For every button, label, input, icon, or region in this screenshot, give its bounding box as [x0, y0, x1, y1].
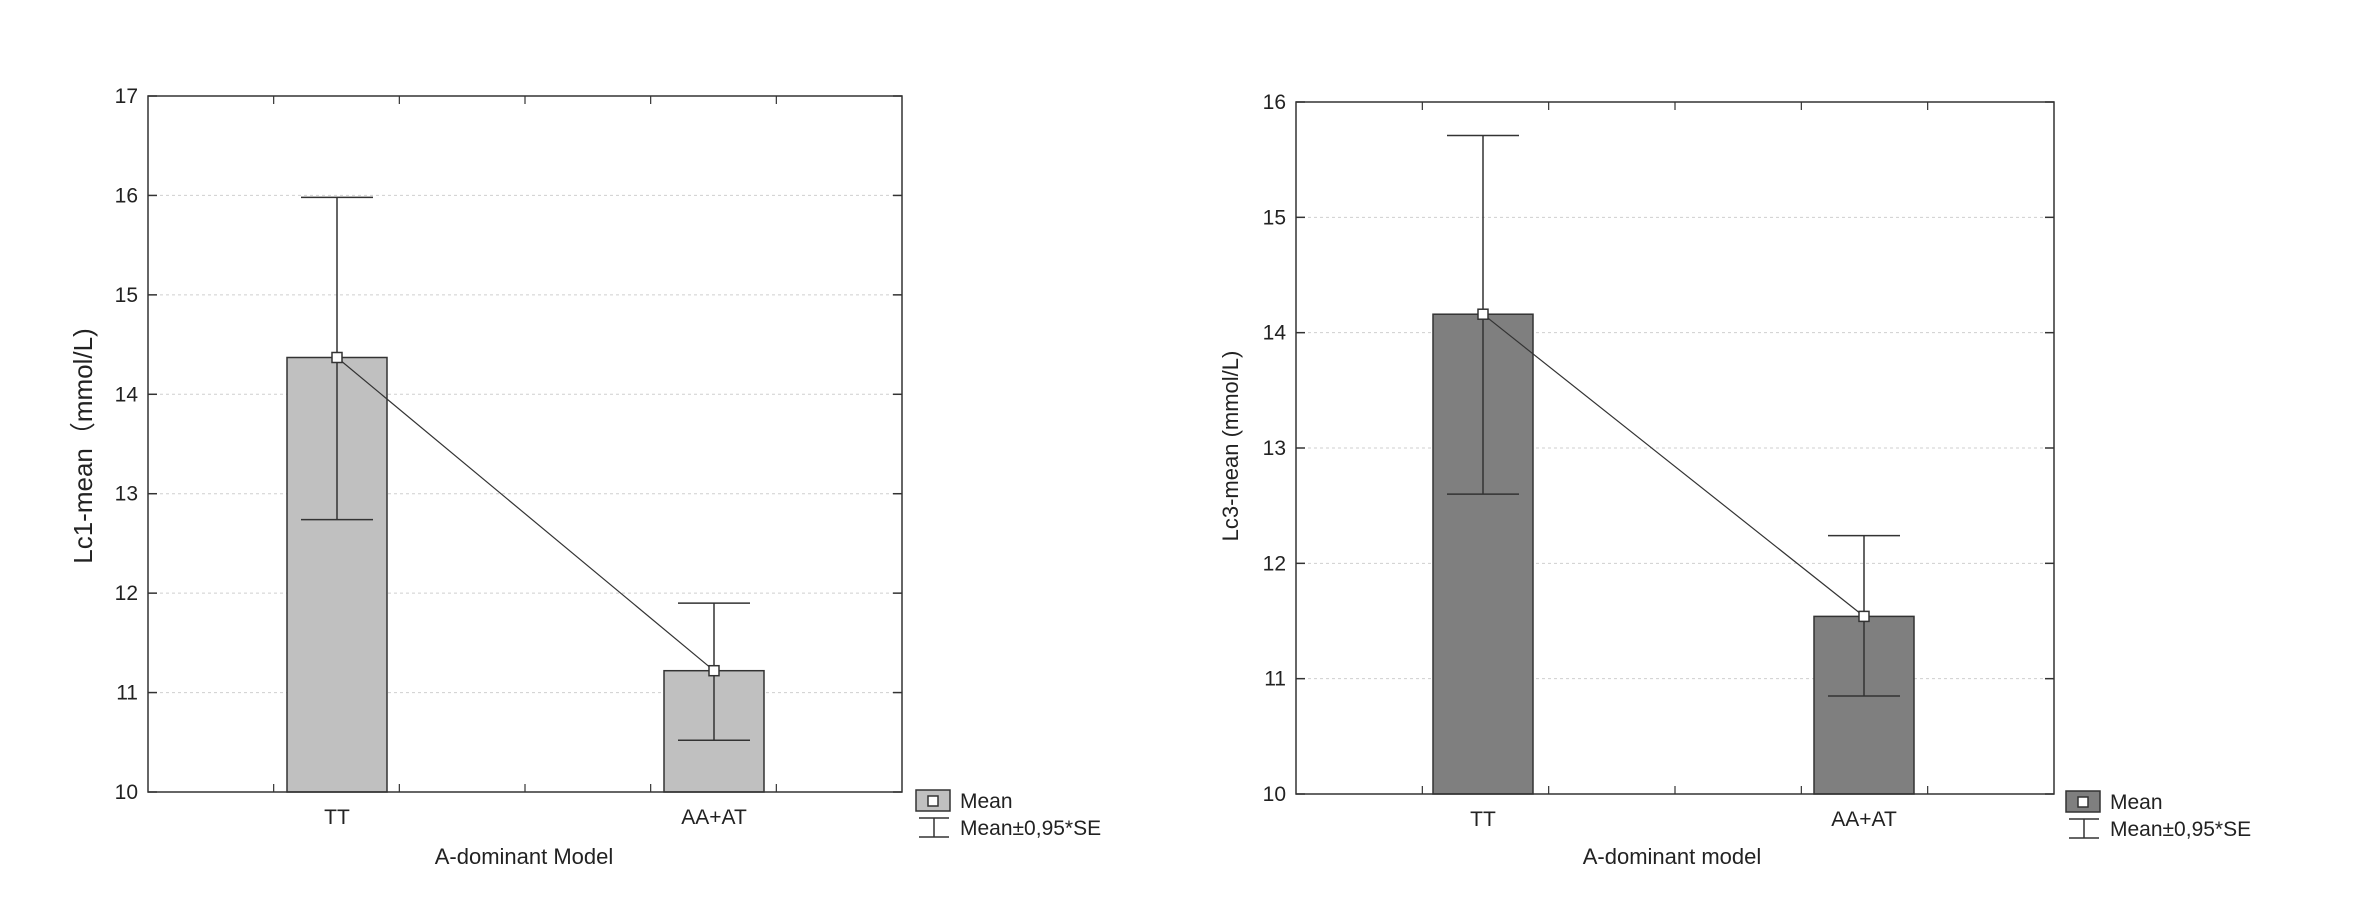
chart1-mean-marker	[708, 664, 720, 677]
chart2-mean-marker	[1858, 610, 1870, 623]
chart1-mean-connector	[336, 357, 715, 672]
chart1-legend-mean-marker	[927, 795, 939, 807]
chart1-legend-error-label: Mean±0,95*SE	[960, 817, 1101, 840]
chart2-legend: Mean Mean±0,95*SE	[2065, 790, 2251, 841]
chart2-x-tick-label: TT	[1470, 808, 1496, 831]
chart2-grid	[1296, 216, 2054, 680]
chart1-y-ticks: 10 11 12 13 14 15 16 17	[115, 85, 902, 804]
chart2-mean-connector	[1482, 313, 1865, 617]
chart2-y-axis-title: Lc3-mean (mmol/L)	[1218, 351, 1243, 542]
chart2-legend-error-label: Mean±0,95*SE	[2110, 818, 2251, 841]
chart-lc3: 10 11 12 13 14 15 16 TT AA+AT Lc3-mean (mmol/L)…	[1218, 91, 2251, 869]
chart1-y-tick-label: 10	[115, 781, 138, 804]
chart1-mean-marker	[331, 351, 343, 364]
chart1-x-tick-label: AA+AT	[681, 806, 747, 829]
chart1-y-tick-label: 12	[115, 582, 138, 605]
chart1-x-axis-title: A-dominant Model	[435, 844, 614, 869]
chart1-x-ticks: TT AA+AT	[324, 806, 747, 829]
chart1-y-tick-label: 17	[115, 85, 138, 108]
chart2-y-tick-label: 10	[1263, 783, 1286, 806]
chart2-y-tick-label: 14	[1263, 322, 1287, 345]
chart1-grid	[148, 194, 902, 694]
chart2-legend-mean-marker	[2077, 796, 2089, 808]
chart2-mean-line	[1477, 308, 1870, 623]
chart2-y-tick-label: 13	[1263, 437, 1286, 460]
chart1-y-tick-label: 15	[115, 284, 138, 307]
chart2-x-ticks: TT AA+AT	[1470, 808, 1897, 831]
chart2-x-tick-label: AA+AT	[1831, 808, 1897, 831]
chart2-y-tick-label: 11	[1264, 668, 1286, 691]
chart2-y-ticks: 10 11 12 13 14 15 16	[1263, 91, 2054, 806]
chart2-legend-mean-label: Mean	[2110, 791, 2163, 814]
chart1-bars	[286, 356, 765, 793]
chart2-mean-marker	[1477, 308, 1489, 320]
chart1-y-tick-label: 13	[115, 483, 138, 506]
chart-lc1: 10 11 12 13 14 15 16 17 TT AA+AT Lc1-mean（mmol/L…	[68, 85, 1101, 869]
chart2-bars	[1432, 313, 1915, 795]
chart1-y-tick-label: 11	[116, 682, 138, 705]
chart1-x-tick-label: TT	[324, 806, 350, 829]
chart1-legend: Mean Mean±0,95*SE	[915, 789, 1101, 840]
chart2-x-axis-title: A-dominant model	[1583, 844, 1762, 869]
chart2-y-tick-label: 12	[1263, 552, 1286, 575]
chart1-legend-mean-label: Mean	[960, 790, 1013, 813]
chart1-mean-line	[331, 351, 720, 677]
chart2-y-tick-label: 16	[1263, 91, 1286, 114]
chart1-y-tick-label: 14	[115, 383, 139, 406]
chart1-frame	[147, 95, 903, 793]
chart1-y-tick-label: 16	[115, 184, 138, 207]
chart2-y-tick-label: 15	[1263, 206, 1286, 229]
chart1-plot-border	[147, 95, 903, 793]
chart1-y-axis-title: Lc1-mean（mmol/L)	[68, 328, 98, 564]
